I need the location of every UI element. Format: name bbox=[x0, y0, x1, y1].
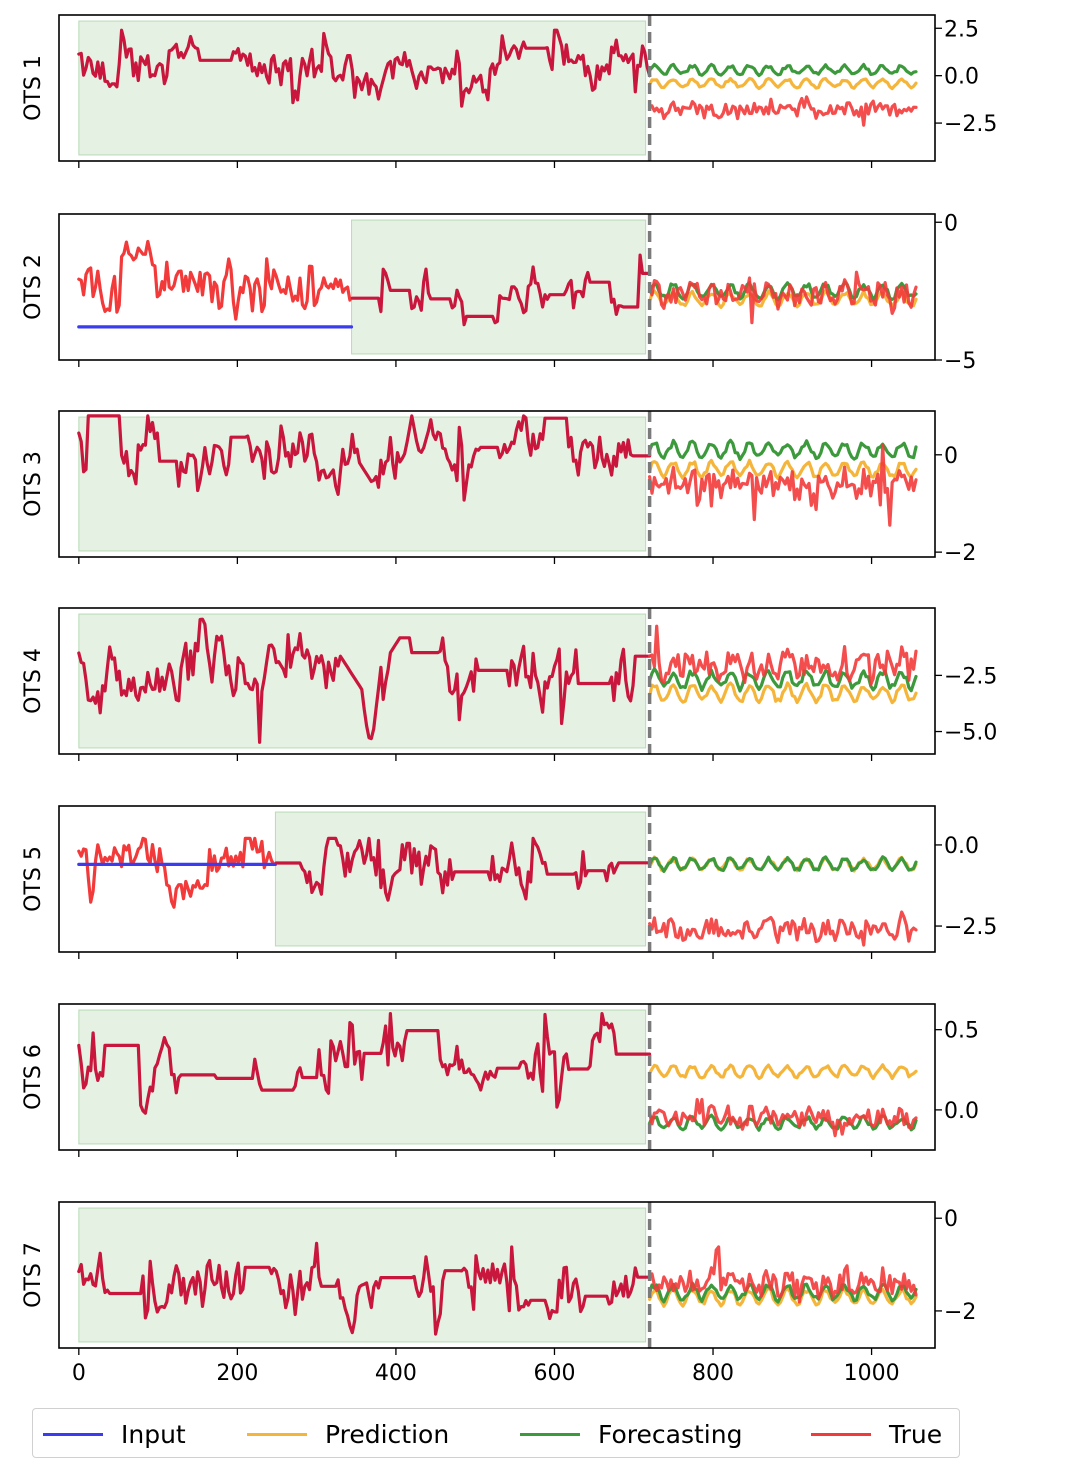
legend-label-prediction: Prediction bbox=[325, 1419, 450, 1449]
y-axis-label: OTS 1 bbox=[21, 55, 46, 121]
y-axis-label: OTS 5 bbox=[21, 846, 46, 912]
y-tick-label: 0 bbox=[944, 211, 958, 236]
panel-5: 0.0 −2.5 OTS 5 bbox=[21, 805, 997, 959]
y-tick-label: 0 bbox=[944, 444, 958, 469]
y-axis-label: OTS 4 bbox=[21, 648, 46, 714]
y-tick-label: 2.5 bbox=[944, 17, 979, 42]
axes-frame bbox=[58, 1003, 936, 1151]
legend-swatch-true bbox=[811, 1432, 871, 1436]
y-tick-label: −5.0 bbox=[944, 721, 997, 746]
input-true-overlap-line bbox=[77, 1241, 652, 1336]
plot-area bbox=[77, 1241, 918, 1336]
shaded-region bbox=[78, 1207, 647, 1343]
input-true-overlap-line bbox=[77, 414, 652, 502]
axes-frame bbox=[58, 14, 936, 162]
plot-area bbox=[77, 617, 918, 744]
y-axis-label: OTS 3 bbox=[21, 451, 46, 517]
y-axis-label: OTS 7 bbox=[21, 1242, 46, 1308]
input-true-overlap-line bbox=[77, 28, 652, 108]
panel-7: 0 −2 0 200 400 600 800 1000 OTS 7 bbox=[21, 1201, 976, 1386]
input-true-overlap-line bbox=[77, 617, 652, 744]
true-line-future bbox=[648, 443, 918, 527]
x-tick-label: 400 bbox=[375, 1361, 417, 1386]
y-tick-label: −5 bbox=[944, 349, 976, 374]
axes-frame bbox=[58, 213, 936, 361]
x-tick-label: 1000 bbox=[844, 1361, 900, 1386]
legend-item-forecasting: Forecasting bbox=[520, 1409, 742, 1459]
legend-swatch-forecasting bbox=[520, 1432, 580, 1436]
true-line-future bbox=[648, 95, 918, 127]
prediction-line bbox=[648, 1063, 918, 1081]
y-tick-label: −2.5 bbox=[944, 915, 997, 940]
x-tick-label: 0 bbox=[72, 1361, 86, 1386]
plot-area bbox=[77, 28, 918, 127]
legend-item-true: True bbox=[811, 1409, 942, 1459]
true-line-prefix bbox=[77, 836, 276, 909]
panel-4: −2.5 −5.0 OTS 4 bbox=[21, 607, 997, 761]
forecasting-line bbox=[648, 438, 918, 462]
shaded-region bbox=[351, 219, 647, 355]
prediction-line bbox=[648, 1286, 918, 1308]
axes-frame bbox=[58, 410, 936, 558]
x-tick-label: 600 bbox=[533, 1361, 575, 1386]
legend-label-true: True bbox=[889, 1419, 943, 1449]
input-true-overlap-line bbox=[274, 836, 652, 902]
shaded-region bbox=[274, 811, 647, 947]
input-true-overlap-line bbox=[350, 253, 652, 327]
y-tick-label: −2 bbox=[944, 1300, 976, 1325]
forecasting-line bbox=[648, 855, 918, 873]
legend-label-input: Input bbox=[121, 1419, 186, 1449]
shaded-region bbox=[78, 416, 647, 552]
y-tick-label: 0.0 bbox=[944, 1099, 979, 1124]
y-tick-label: 0 bbox=[944, 1207, 958, 1232]
axes-frame bbox=[58, 1201, 936, 1349]
panel-3: 0 −2 OTS 3 bbox=[21, 410, 976, 566]
panel-1: 2.5 0.0 −2.5 OTS 1 bbox=[21, 14, 997, 168]
true-line-future bbox=[648, 910, 918, 947]
legend-item-prediction: Prediction bbox=[247, 1409, 449, 1459]
y-tick-label: −2.5 bbox=[944, 112, 997, 137]
prediction-line bbox=[648, 76, 918, 91]
panel-6: 0.5 0.0 OTS 6 bbox=[21, 1003, 979, 1157]
axes-frame bbox=[58, 805, 936, 953]
prediction-line bbox=[648, 289, 918, 309]
true-line-prefix bbox=[77, 239, 352, 321]
input-true-overlap-line bbox=[77, 1012, 652, 1115]
panel-2: 0 −5 OTS 2 bbox=[21, 211, 976, 374]
plot-area bbox=[77, 836, 918, 947]
plot-area bbox=[77, 414, 918, 527]
legend-label-forecasting: Forecasting bbox=[598, 1419, 743, 1449]
legend-item-input: Input bbox=[43, 1409, 186, 1459]
y-tick-label: 0.0 bbox=[944, 65, 979, 90]
y-axis-label: OTS 6 bbox=[21, 1044, 46, 1110]
y-tick-label: −2 bbox=[944, 541, 976, 566]
legend: Input Prediction Forecasting True bbox=[32, 1408, 960, 1458]
legend-swatch-input bbox=[43, 1432, 103, 1436]
true-line-future bbox=[648, 1245, 918, 1304]
x-tick-label: 200 bbox=[216, 1361, 258, 1386]
true-line-future bbox=[648, 270, 918, 325]
y-tick-label: −2.5 bbox=[944, 664, 997, 689]
prediction-line bbox=[648, 458, 918, 481]
true-line-future bbox=[648, 624, 918, 687]
plot-area bbox=[77, 1012, 918, 1138]
legend-swatch-prediction bbox=[247, 1432, 307, 1436]
y-axis-label: OTS 2 bbox=[21, 254, 46, 320]
x-tick-label: 800 bbox=[692, 1361, 734, 1386]
y-tick-label: 0.0 bbox=[944, 834, 979, 859]
figure: 2.5 0.0 −2.5 OTS 1 0 −5 OTS 2 0 −2 OTS 3 −2.5 −5.0 O… bbox=[21, 14, 997, 1386]
y-tick-label: 0.5 bbox=[944, 1019, 979, 1044]
plot-area bbox=[77, 239, 918, 329]
true-line-future bbox=[648, 1097, 918, 1138]
prediction-line bbox=[648, 681, 918, 705]
forecasting-line bbox=[648, 62, 918, 78]
axes-frame bbox=[58, 607, 936, 755]
